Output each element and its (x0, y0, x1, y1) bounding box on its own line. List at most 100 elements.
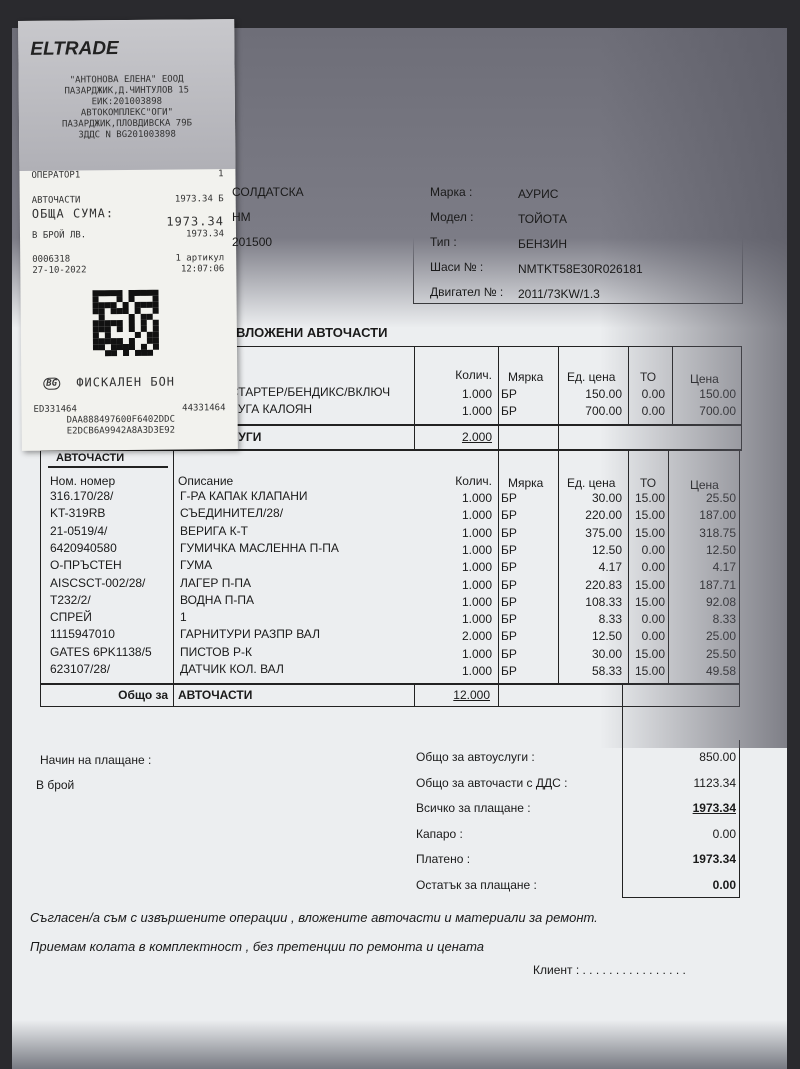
receipt-header-line: ЗДДС N BG201003898 (78, 129, 176, 141)
item-description: ГУМА (180, 558, 213, 573)
item-price: 150.00 (699, 387, 736, 401)
total-label: Общо за авточасти с ДДС : (416, 775, 568, 790)
total-value: 0.00 (712, 877, 736, 892)
address-label: адрес : (413, 70, 443, 80)
item-description: ГУМИЧКА МАСЛЕННА П-ПА (180, 540, 339, 555)
item-to: 15.00 (634, 508, 665, 523)
bg-logo: BG (43, 377, 61, 390)
card-sep: / (515, 155, 520, 172)
parts-section-label: АВТОЧАСТИ (56, 452, 125, 464)
qr-module (153, 350, 159, 356)
vehicle-label: Марка : (430, 185, 473, 199)
vehicle-value: 2011/73KW/1.3 (518, 287, 600, 301)
item-qty: 1.000 (461, 612, 492, 627)
vehicle-label: Модел : (430, 210, 474, 224)
column-header-num: Ном. номер (50, 474, 116, 488)
fiscal-memory: 44331464 (182, 403, 226, 414)
part-number: 1115947010 (50, 627, 115, 642)
fiscal-label: ФИСКАЛЕН БОН (76, 374, 176, 390)
fax-label: факс : (413, 100, 439, 110)
total-label: ОБЩА СУМА: (31, 206, 115, 221)
item-amount: 1973.34 Б (174, 194, 224, 205)
column-header-unit: Мярка (508, 370, 544, 384)
item-qty: 1.000 (461, 525, 492, 540)
divider (236, 176, 414, 178)
item-to: 0.00 (641, 560, 665, 575)
receipt-header-line: АВТОКОМПЛЕКС"ОГИ" (80, 107, 174, 119)
column-header-desc: Описание (178, 474, 234, 488)
item-description: ЛУГА КАЛОЯН (230, 402, 313, 416)
parts-heading: ВЛОЖЕНИ АВТОЧАСТИ (236, 325, 388, 340)
company-name: ЕЛЕНА" ЕООД (236, 62, 319, 76)
payment-method: В брой (36, 778, 75, 792)
item-price: 187.71 (699, 577, 736, 592)
divider (558, 449, 559, 683)
divider (40, 683, 740, 685)
item-unit-price: 58.33 (591, 664, 622, 678)
item-price: 700.00 (699, 404, 736, 418)
vehicle-label: Тип : (430, 235, 457, 249)
part-number: 623107/28/ (50, 662, 111, 676)
item-description: СЪЕДИНИТЕЛ/28/ (180, 506, 284, 521)
item-price: 92.08 (705, 594, 736, 609)
item-description: СТАРТЕР/БЕНДИКС/ВКЛЮЧ (230, 385, 391, 399)
item-label: АВТОЧАСТИ (31, 195, 81, 206)
vehicle-label: Двигател № : (430, 285, 504, 299)
item-unit: БР (501, 542, 517, 557)
item-unit-price: 375.00 (585, 525, 622, 540)
part-number: KT-319RB (50, 506, 106, 521)
column-header-unit-price: Ед. цена (567, 476, 616, 490)
column-header-to: ТО (640, 476, 657, 490)
card-title: ОТНА КАРТА № (236, 151, 361, 168)
divider (173, 449, 174, 707)
item-qty: 1.000 (461, 542, 492, 557)
item-unit-price: 30.00 (591, 646, 622, 661)
item-unit-price: 30.00 (591, 491, 622, 505)
part-number: СПРЕЙ (50, 610, 92, 625)
total-value: 1973.34 (692, 801, 736, 815)
divider (230, 424, 742, 426)
item-qty: 2.000 (461, 629, 492, 644)
company-city: АРДЖИК (236, 80, 287, 94)
qr-code (92, 289, 160, 357)
item-to: 15.00 (634, 646, 665, 661)
item-qty: 1.000 (461, 594, 492, 609)
card-date: 18102022 (535, 156, 602, 173)
parts-total-label: Общо за (118, 688, 168, 702)
services-total-qty: 2.000 (461, 430, 492, 444)
item-price: 25.50 (705, 646, 736, 661)
item-unit: БР (501, 491, 517, 505)
item-description: ГАРНИТУРИ РАЗПР ВАЛ (180, 627, 320, 642)
column-header-unit: Мярка (508, 476, 544, 490)
item-to: 0.00 (641, 542, 665, 557)
vehicle-value: АУРИС (518, 187, 559, 201)
divider (48, 466, 168, 468)
services-total-label: ЛУГИ (230, 430, 262, 444)
part-number: 21-0519/4/ (50, 523, 108, 538)
company-fax: 034 444275 (462, 96, 526, 110)
item-unit-price: 8.33 (598, 612, 622, 627)
item-unit: БР (501, 525, 517, 540)
total-value: 0.00 (712, 826, 736, 841)
item-unit: БР (501, 560, 517, 575)
item-unit-price: 108.33 (585, 594, 622, 609)
agreement-line-2: Приемам колата в комплектност , без прет… (30, 939, 485, 954)
item-price: 4.17 (712, 560, 736, 575)
item-unit: БР (501, 664, 517, 678)
item-unit: БР (501, 646, 517, 661)
column-header-unit-price: Ед. цена (567, 370, 616, 384)
client-signature-line: Клиент : . . . . . . . . . . . . . . . . (533, 963, 686, 977)
company-phone: 444265 (236, 97, 277, 111)
client-line: СОЛДАТСКА (232, 185, 304, 199)
total-value: 850.00 (699, 750, 736, 764)
part-number: 6420940580 (50, 540, 117, 555)
client-line: 201500 (232, 235, 273, 249)
cash-amount: 1973.34 (186, 229, 225, 240)
hash-line: E2DCB6A9942A8A3D3E92 (66, 425, 176, 437)
total-label: Общо за автоуслуги : (416, 750, 535, 764)
item-unit: БР (501, 594, 517, 609)
totals-box (622, 740, 740, 898)
item-price: 8.33 (712, 612, 736, 627)
divider (498, 683, 499, 707)
item-price: 25.00 (705, 629, 736, 644)
